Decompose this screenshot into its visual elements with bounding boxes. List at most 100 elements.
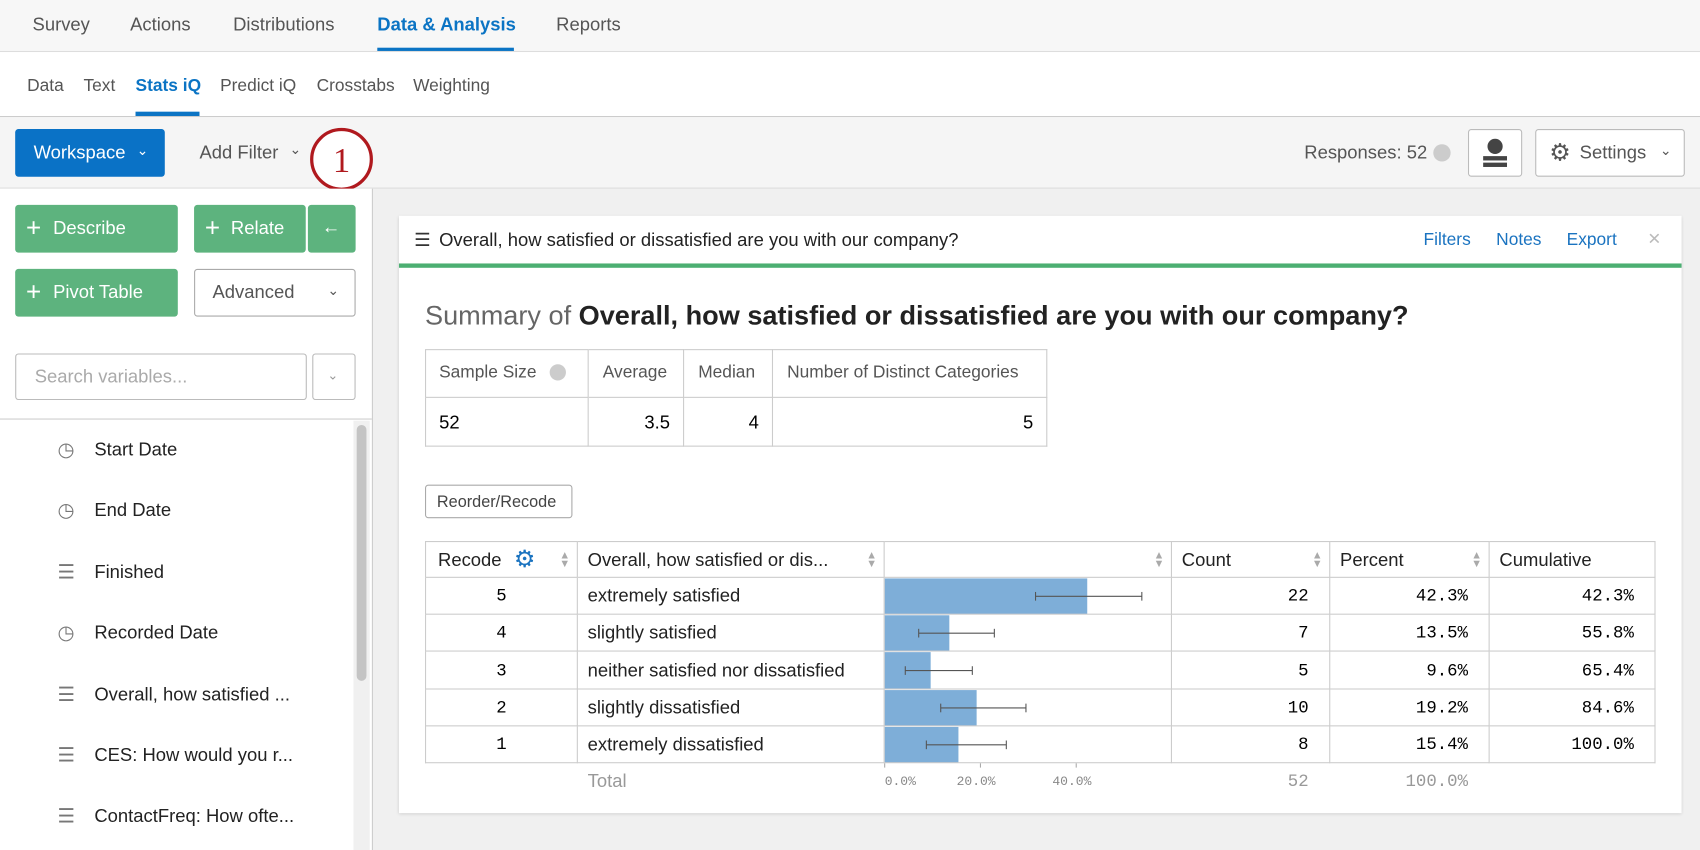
column-header[interactable]: Recode bbox=[438, 549, 502, 571]
recode: 2 bbox=[496, 698, 507, 718]
table-cell bbox=[1171, 689, 1331, 727]
top-nav-item[interactable]: Survey bbox=[32, 14, 90, 35]
table-cell bbox=[424, 541, 578, 578]
percent: 15.4% bbox=[1415, 735, 1468, 755]
column-header[interactable]: Cumulative bbox=[1499, 549, 1592, 571]
sub-nav-item[interactable]: Data bbox=[27, 76, 64, 96]
reorder-button[interactable]: Reorder/Recode bbox=[424, 484, 573, 519]
plus: + bbox=[26, 277, 42, 307]
x-tick-label: 20.0% bbox=[957, 774, 996, 789]
stats-cell bbox=[684, 349, 774, 398]
card-accent bbox=[398, 263, 1682, 268]
top-nav-item[interactable]: Reports bbox=[556, 14, 621, 35]
sort-icon[interactable]: ▲ ▼ bbox=[1471, 549, 1482, 571]
table-cell bbox=[424, 726, 578, 764]
variable-label[interactable]: Overall, how satisfied ... bbox=[94, 683, 290, 705]
table-cell bbox=[1489, 651, 1656, 690]
table-cell bbox=[884, 541, 1172, 578]
count: 8 bbox=[1298, 735, 1309, 755]
workspace-button[interactable]: Workspace ⌄ bbox=[15, 129, 165, 177]
table-cell bbox=[577, 651, 885, 690]
advanced-select[interactable]: Advanced ⌄ bbox=[194, 268, 356, 317]
sort-icon[interactable]: ▲ ▼ bbox=[866, 549, 877, 571]
describe-button[interactable]: + Describe bbox=[15, 204, 178, 253]
summary-title: Overall, how satisfied or dissatisfied a… bbox=[578, 300, 1409, 332]
table-cell bbox=[1489, 577, 1656, 615]
table-cell bbox=[1489, 541, 1656, 578]
percent: 13.5% bbox=[1415, 623, 1468, 643]
responses: Responses: 52 bbox=[1304, 142, 1428, 163]
variable-label[interactable]: Finished bbox=[94, 561, 164, 582]
stats-cell bbox=[773, 397, 1048, 447]
top-nav-item[interactable]: Data & Analysis bbox=[377, 14, 516, 35]
table-cell bbox=[1330, 614, 1490, 652]
column-header[interactable]: Count bbox=[1181, 549, 1231, 571]
stats-cell bbox=[684, 397, 774, 447]
table-cell bbox=[1489, 614, 1656, 652]
advanced-label: Advanced bbox=[212, 281, 295, 303]
search-placeholder: Search variables... bbox=[34, 366, 188, 388]
card-link[interactable]: Notes bbox=[1496, 230, 1542, 250]
top-nav-item[interactable]: Distributions bbox=[233, 14, 335, 35]
row-label: neither satisfied nor dissatisfied bbox=[587, 659, 845, 681]
tutorial-button[interactable] bbox=[1467, 129, 1523, 177]
search-dropdown[interactable]: ⌄ bbox=[312, 353, 356, 401]
variable-icon: ◷ bbox=[57, 438, 75, 461]
sort-icon[interactable]: ▲ ▼ bbox=[1153, 549, 1165, 571]
list-icon: ☰ bbox=[414, 229, 431, 251]
row-label: slightly dissatisfied bbox=[587, 697, 741, 718]
search-input[interactable]: Search variables... bbox=[15, 353, 307, 401]
table-cell bbox=[884, 614, 1172, 652]
chevron: ⌄ bbox=[327, 367, 339, 383]
summary-heading: Summary of Overall, how satisfied or dis… bbox=[425, 301, 1409, 332]
column-header[interactable]: Percent bbox=[1340, 549, 1404, 571]
settings-button[interactable]: ⚙ Settings ⌄ bbox=[1535, 129, 1685, 177]
sub-nav-item[interactable]: Weighting bbox=[413, 76, 490, 96]
variable-icon: ◷ bbox=[57, 499, 75, 522]
table-cell bbox=[424, 614, 578, 652]
variable-label[interactable]: End Date bbox=[94, 500, 172, 521]
sub-nav-item[interactable]: Stats iQ bbox=[135, 76, 202, 96]
stats-header: Median bbox=[698, 363, 756, 382]
column-header[interactable]: Overall, how satisfied or dis... bbox=[587, 549, 829, 571]
close-icon[interactable]: × bbox=[1647, 227, 1661, 251]
table-cell bbox=[1171, 614, 1331, 652]
arrow-icon: ← bbox=[322, 216, 341, 238]
variable-label[interactable]: Start Date bbox=[94, 439, 178, 460]
chevron: ⌄ bbox=[327, 281, 340, 299]
result-card bbox=[398, 215, 1682, 814]
row-label: extremely satisfied bbox=[587, 585, 741, 607]
cumulative: 42.3% bbox=[1581, 586, 1634, 607]
sub-nav-item[interactable]: Text bbox=[83, 76, 116, 96]
card-link[interactable]: Filters bbox=[1423, 230, 1471, 250]
step-number: 1 bbox=[332, 140, 351, 180]
table-cell bbox=[577, 541, 885, 578]
add-filter[interactable]: Add Filter bbox=[199, 142, 279, 163]
active-underline bbox=[377, 47, 514, 51]
sort-icon[interactable]: ▲ ▼ bbox=[559, 549, 571, 571]
relate-button[interactable]: + Relate bbox=[194, 204, 306, 253]
sub-nav-item[interactable]: Predict iQ bbox=[220, 76, 297, 96]
sort-icon[interactable]: ▲ ▼ bbox=[1311, 549, 1323, 571]
variable-label[interactable]: CES: How would you r... bbox=[94, 744, 294, 766]
collapse-button[interactable]: ← bbox=[307, 204, 356, 253]
cumulative: 84.6% bbox=[1581, 698, 1634, 718]
table-cell bbox=[884, 726, 1172, 764]
cumulative: 100.0% bbox=[1571, 735, 1634, 755]
chevron: ⌄ bbox=[1659, 142, 1672, 159]
variable-label[interactable]: Recorded Date bbox=[94, 622, 219, 644]
top-nav-item[interactable]: Actions bbox=[130, 14, 191, 35]
gear-icon: ⚙ bbox=[513, 545, 536, 573]
divider bbox=[0, 418, 372, 420]
table-cell bbox=[1330, 689, 1490, 727]
pivot-button[interactable]: + Pivot Table bbox=[15, 268, 178, 317]
table-cell bbox=[1489, 726, 1656, 764]
table-cell bbox=[424, 689, 578, 727]
cumulative: 55.8% bbox=[1581, 623, 1634, 643]
variable-icon: ☰ bbox=[57, 805, 75, 828]
card-link[interactable]: Export bbox=[1566, 230, 1617, 250]
sub-nav-item[interactable]: Crosstabs bbox=[316, 76, 395, 96]
plus: + bbox=[26, 213, 42, 243]
variable-label[interactable]: ContactFreq: How ofte... bbox=[94, 805, 295, 827]
